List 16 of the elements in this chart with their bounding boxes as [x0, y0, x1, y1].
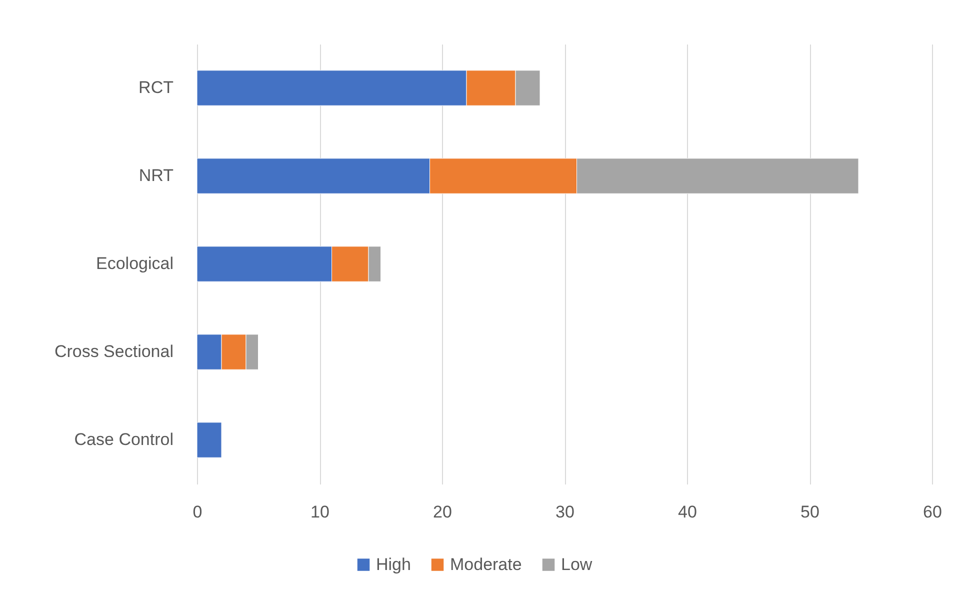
x-tick-label: 30: [556, 502, 574, 522]
x-tick-label: 20: [433, 502, 452, 522]
x-tick-label: 50: [800, 502, 820, 522]
y-tick-label: Cross Sectional: [54, 342, 174, 361]
x-tick-label: 0: [192, 502, 202, 522]
legend-label: Moderate: [450, 554, 522, 574]
bar: [196, 422, 222, 458]
x-tick-label: 60: [923, 502, 942, 522]
y-tick-label: NRT: [138, 166, 174, 185]
legend-label: High: [376, 554, 411, 574]
y-tick-label: RCT: [138, 78, 174, 97]
y-tick-label: Ecological: [96, 254, 174, 273]
x-tick-label: 10: [310, 502, 330, 522]
legend-label: Low: [561, 554, 593, 574]
x-tick-label: 40: [678, 502, 697, 522]
y-tick-label: Case Control: [74, 430, 174, 449]
